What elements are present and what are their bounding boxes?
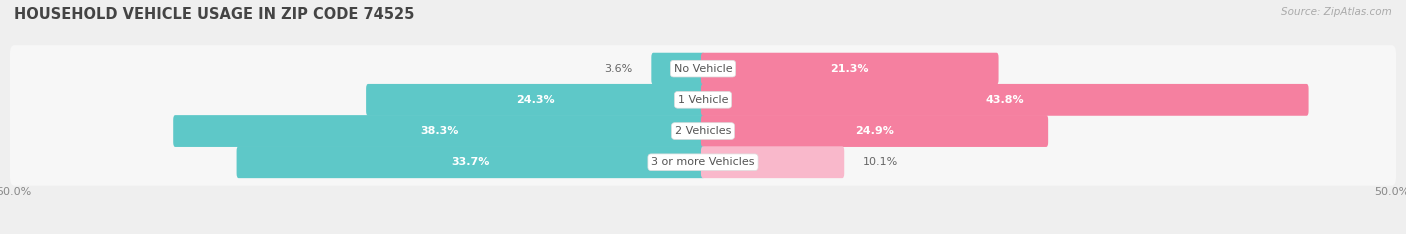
Text: No Vehicle: No Vehicle	[673, 64, 733, 74]
Text: 24.3%: 24.3%	[516, 95, 555, 105]
FancyBboxPatch shape	[236, 146, 704, 178]
FancyBboxPatch shape	[702, 115, 1047, 147]
Text: 1 Vehicle: 1 Vehicle	[678, 95, 728, 105]
FancyBboxPatch shape	[10, 139, 1396, 186]
FancyBboxPatch shape	[10, 108, 1396, 154]
Text: 3.6%: 3.6%	[605, 64, 633, 74]
FancyBboxPatch shape	[173, 115, 704, 147]
Text: 3 or more Vehicles: 3 or more Vehicles	[651, 157, 755, 167]
Text: 10.1%: 10.1%	[863, 157, 898, 167]
Text: 24.9%: 24.9%	[855, 126, 894, 136]
FancyBboxPatch shape	[702, 146, 844, 178]
FancyBboxPatch shape	[10, 77, 1396, 123]
Text: 21.3%: 21.3%	[831, 64, 869, 74]
Text: Source: ZipAtlas.com: Source: ZipAtlas.com	[1281, 7, 1392, 17]
FancyBboxPatch shape	[702, 53, 998, 84]
Text: 2 Vehicles: 2 Vehicles	[675, 126, 731, 136]
FancyBboxPatch shape	[366, 84, 704, 116]
Text: 33.7%: 33.7%	[451, 157, 491, 167]
Text: 38.3%: 38.3%	[420, 126, 458, 136]
FancyBboxPatch shape	[10, 45, 1396, 92]
FancyBboxPatch shape	[651, 53, 704, 84]
Text: 43.8%: 43.8%	[986, 95, 1024, 105]
FancyBboxPatch shape	[702, 84, 1309, 116]
Text: HOUSEHOLD VEHICLE USAGE IN ZIP CODE 74525: HOUSEHOLD VEHICLE USAGE IN ZIP CODE 7452…	[14, 7, 415, 22]
